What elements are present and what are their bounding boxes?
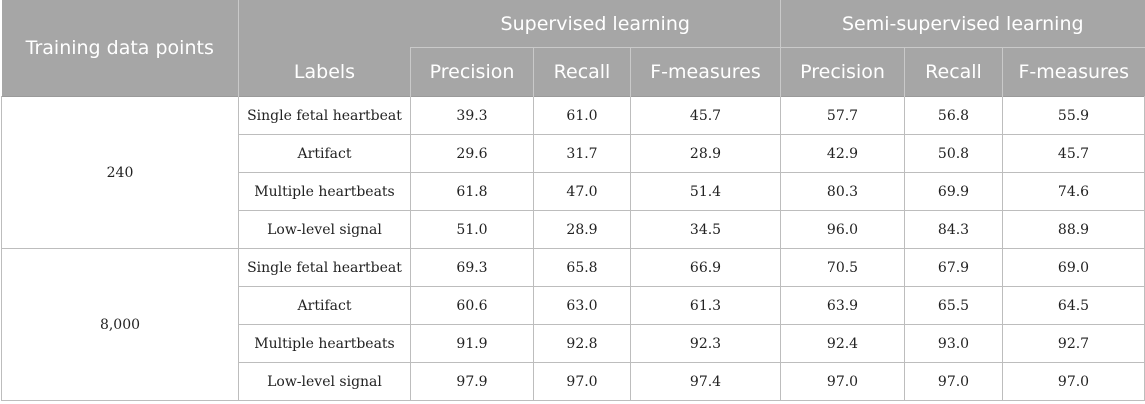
value-cell: 88.9 xyxy=(1001,210,1145,249)
value-cell: 42.9 xyxy=(780,134,905,173)
header-labels: Labels xyxy=(238,47,411,97)
table-row: Low-level signal 51.0 28.9 34.5 96.0 84.… xyxy=(2,210,1145,249)
value-cell: 51.0 xyxy=(410,210,534,249)
header-group-supervised: Supervised learning xyxy=(410,0,781,48)
value-cell: 80.3 xyxy=(780,172,905,211)
value-cell: 28.9 xyxy=(533,210,631,249)
value-cell: 67.9 xyxy=(904,248,1003,287)
value-cell: 91.9 xyxy=(410,324,534,363)
value-cell: 74.6 xyxy=(1001,172,1145,211)
value-cell: 92.7 xyxy=(1001,324,1145,363)
value-cell: 51.4 xyxy=(630,172,781,211)
header-semi-precision: Precision xyxy=(780,47,905,97)
value-cell: 70.5 xyxy=(780,248,905,287)
label-cell: Low-level signal xyxy=(238,362,411,401)
value-cell: 65.5 xyxy=(904,286,1003,325)
value-cell: 61.3 xyxy=(630,286,781,325)
value-cell: 56.8 xyxy=(904,96,1003,135)
value-cell: 55.9 xyxy=(1001,96,1145,135)
header-sup-recall: Recall xyxy=(533,47,631,97)
header-semi-f-measures: F-measures xyxy=(1001,47,1145,97)
value-cell: 34.5 xyxy=(630,210,781,249)
table-row: Low-level signal 97.9 97.0 97.4 97.0 97.… xyxy=(2,362,1145,401)
value-cell: 60.6 xyxy=(410,286,534,325)
value-cell: 69.9 xyxy=(904,172,1003,211)
value-cell: 28.9 xyxy=(630,134,781,173)
value-cell: 92.4 xyxy=(780,324,905,363)
value-cell: 45.7 xyxy=(630,96,781,135)
value-cell: 97.4 xyxy=(630,362,781,401)
label-cell: Artifact xyxy=(238,134,411,173)
value-cell: 92.3 xyxy=(630,324,781,363)
table-row: 8,000 Single fetal heartbeat 69.3 65.8 6… xyxy=(1,248,1145,401)
value-cell: 63.0 xyxy=(533,286,631,325)
value-cell: 69.0 xyxy=(1001,248,1145,287)
table-row: 240 Single fetal heartbeat 39.3 61.0 45.… xyxy=(1,96,1145,249)
value-cell: 65.8 xyxy=(533,248,631,287)
label-cell: Single fetal heartbeat xyxy=(238,96,411,135)
value-cell: 64.5 xyxy=(1001,286,1145,325)
label-cell: Single fetal heartbeat xyxy=(238,248,411,287)
value-cell: 69.3 xyxy=(410,248,534,287)
value-cell: 57.7 xyxy=(780,96,905,135)
value-cell: 66.9 xyxy=(630,248,781,287)
training-points-cell: 240 xyxy=(1,96,239,249)
header-group-semi-supervised: Semi-supervised learning xyxy=(779,0,1145,48)
label-cell: Low-level signal xyxy=(238,210,411,249)
value-cell: 84.3 xyxy=(904,210,1003,249)
value-cell: 97.9 xyxy=(410,362,534,401)
value-cell: 50.8 xyxy=(904,134,1003,173)
value-cell: 63.9 xyxy=(780,286,905,325)
header-blank xyxy=(238,0,411,48)
value-cell: 61.0 xyxy=(533,96,631,135)
value-cell: 96.0 xyxy=(780,210,905,249)
table-row: Multiple heartbeats 61.8 47.0 51.4 80.3 … xyxy=(2,172,1145,211)
header-sup-f-measures: F-measures xyxy=(630,47,781,97)
value-cell: 31.7 xyxy=(533,134,631,173)
label-cell: Artifact xyxy=(238,286,411,325)
value-cell: 97.0 xyxy=(904,362,1003,401)
value-cell: 97.0 xyxy=(1001,362,1145,401)
header-semi-recall: Recall xyxy=(904,47,1003,97)
value-cell: 29.6 xyxy=(410,134,534,173)
value-cell: 61.8 xyxy=(410,172,534,211)
table-row: Artifact 60.6 63.0 61.3 63.9 65.5 64.5 xyxy=(2,286,1145,325)
value-cell: 47.0 xyxy=(533,172,631,211)
header-sup-precision: Precision xyxy=(410,47,534,97)
value-cell: 45.7 xyxy=(1001,134,1145,173)
value-cell: 93.0 xyxy=(904,324,1003,363)
value-cell: 39.3 xyxy=(410,96,534,135)
value-cell: 97.0 xyxy=(533,362,631,401)
table-row: Multiple heartbeats 91.9 92.8 92.3 92.4 … xyxy=(2,324,1145,363)
training-points-cell: 8,000 xyxy=(1,248,239,401)
value-cell: 97.0 xyxy=(780,362,905,401)
header-training-data-points: Training data points xyxy=(1,0,239,97)
table-row: Artifact 29.6 31.7 28.9 42.9 50.8 45.7 xyxy=(2,134,1145,173)
value-cell: 92.8 xyxy=(533,324,631,363)
label-cell: Multiple heartbeats xyxy=(238,172,411,211)
label-cell: Multiple heartbeats xyxy=(238,324,411,363)
